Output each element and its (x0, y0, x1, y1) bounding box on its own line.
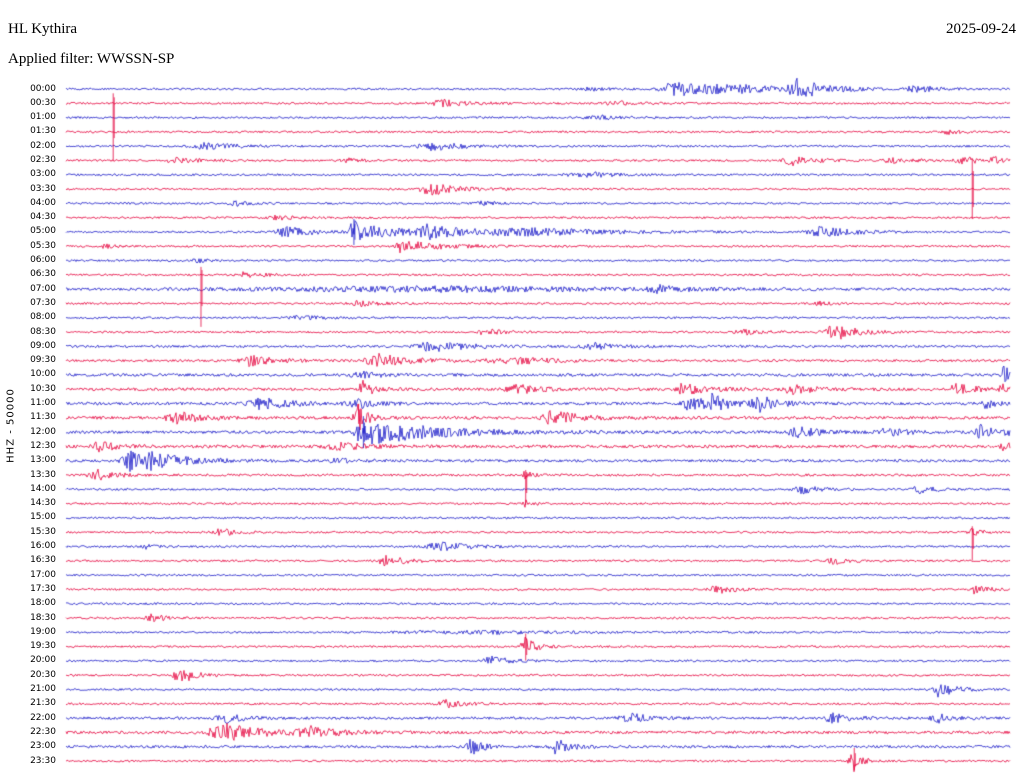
time-label: 11:00 (30, 398, 56, 409)
time-label: 17:30 (30, 583, 56, 594)
time-label: 09:00 (30, 340, 56, 351)
time-label: 12:30 (30, 440, 56, 451)
time-label: 21:30 (30, 698, 56, 709)
time-label: 23:00 (30, 741, 56, 752)
time-label: 07:00 (30, 283, 56, 294)
time-label: 19:30 (30, 641, 56, 652)
filter-label: Applied filter: WWSSN-SP (8, 51, 175, 67)
time-label: 01:30 (30, 126, 56, 137)
time-label: 18:30 (30, 612, 56, 623)
time-label: 02:00 (30, 140, 56, 151)
time-label: 17:00 (30, 569, 56, 580)
time-label: 15:30 (30, 526, 56, 537)
time-label: 09:30 (30, 355, 56, 366)
time-label: 16:30 (30, 555, 56, 566)
time-label: 04:30 (30, 212, 56, 223)
time-label: 10:00 (30, 369, 56, 380)
time-label: 00:30 (30, 97, 56, 108)
time-label: 06:00 (30, 255, 56, 266)
time-label: 14:00 (30, 483, 56, 494)
time-label: 03:30 (30, 183, 56, 194)
time-label: 06:30 (30, 269, 56, 280)
time-label: 16:00 (30, 541, 56, 552)
time-label: 08:00 (30, 312, 56, 323)
time-label: 18:00 (30, 598, 56, 609)
time-label: 10:30 (30, 383, 56, 394)
time-label: 19:00 (30, 626, 56, 637)
time-label: 01:00 (30, 112, 56, 123)
time-label: 20:00 (30, 655, 56, 666)
time-label: 20:30 (30, 669, 56, 680)
time-label: 04:00 (30, 197, 56, 208)
time-label: 05:00 (30, 226, 56, 237)
time-label: 08:30 (30, 326, 56, 337)
time-label: 02:30 (30, 154, 56, 165)
time-label: 12:00 (30, 426, 56, 437)
time-label: 05:30 (30, 240, 56, 251)
time-label: 13:30 (30, 469, 56, 480)
time-label: 21:00 (30, 684, 56, 694)
time-label: 00:00 (30, 83, 56, 94)
time-label: 11:30 (30, 412, 56, 423)
time-label: 23:30 (30, 755, 56, 766)
time-label: 13:00 (30, 455, 56, 466)
date-label: 2025-09-24 (946, 21, 1016, 37)
time-label: 22:30 (30, 726, 56, 737)
time-label: 15:00 (30, 512, 56, 523)
station-title: HL Kythira (8, 21, 78, 37)
time-label: 07:30 (30, 297, 56, 308)
time-axis: 00:00 00:30 01:00 01:30 02:00 02:30 03:00 03:30… (0, 0, 62, 780)
time-label: 03:00 (30, 169, 56, 180)
time-label: 14:30 (30, 498, 56, 509)
time-label: 22:00 (30, 712, 56, 723)
